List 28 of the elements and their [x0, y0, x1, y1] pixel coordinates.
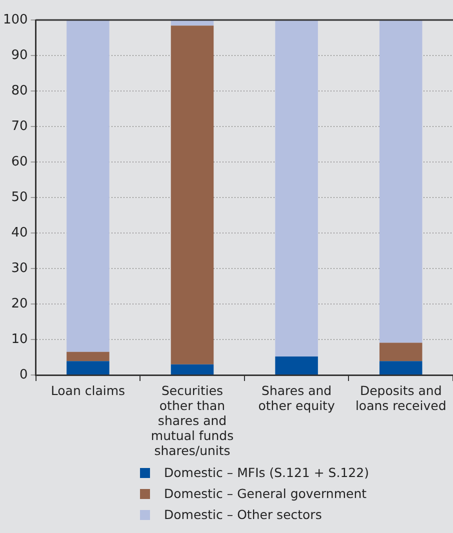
bar — [379, 20, 422, 343]
legend-label: Domestic – Other sectors — [164, 507, 322, 522]
bar — [275, 20, 318, 357]
y-tick-label: 20 — [11, 296, 28, 312]
bar — [66, 20, 110, 352]
bar — [66, 361, 110, 374]
y-tick-label: 40 — [11, 225, 28, 240]
x-tick-label: Securities other than shares and mutual funds shares/units — [150, 382, 234, 458]
y-tick-label: 60 — [11, 154, 28, 170]
legend-label: Domestic – MFIs (S.121 + S.122) — [164, 465, 369, 480]
bar — [170, 26, 214, 364]
legend-label: Domestic – General government — [164, 486, 367, 501]
y-tick-label: 50 — [11, 190, 28, 205]
bar — [275, 356, 318, 374]
y-tick-label: 70 — [11, 118, 28, 134]
x-tick-label: Deposits and loans received — [355, 382, 446, 413]
x-tick-label: Shares and other equity — [258, 382, 336, 413]
bar — [66, 352, 110, 362]
bar — [170, 364, 214, 374]
y-tick-label: 80 — [11, 83, 28, 98]
y-tick-label: 90 — [11, 48, 28, 63]
y-tick-label: 10 — [11, 332, 28, 347]
bar — [379, 342, 422, 362]
x-tick-label: Loan claims — [50, 382, 126, 398]
y-tick-label: 30 — [11, 260, 28, 276]
y-tick-label: 0 — [20, 367, 28, 382]
y-tick-label: 100 — [2, 12, 28, 28]
bar — [379, 361, 422, 374]
